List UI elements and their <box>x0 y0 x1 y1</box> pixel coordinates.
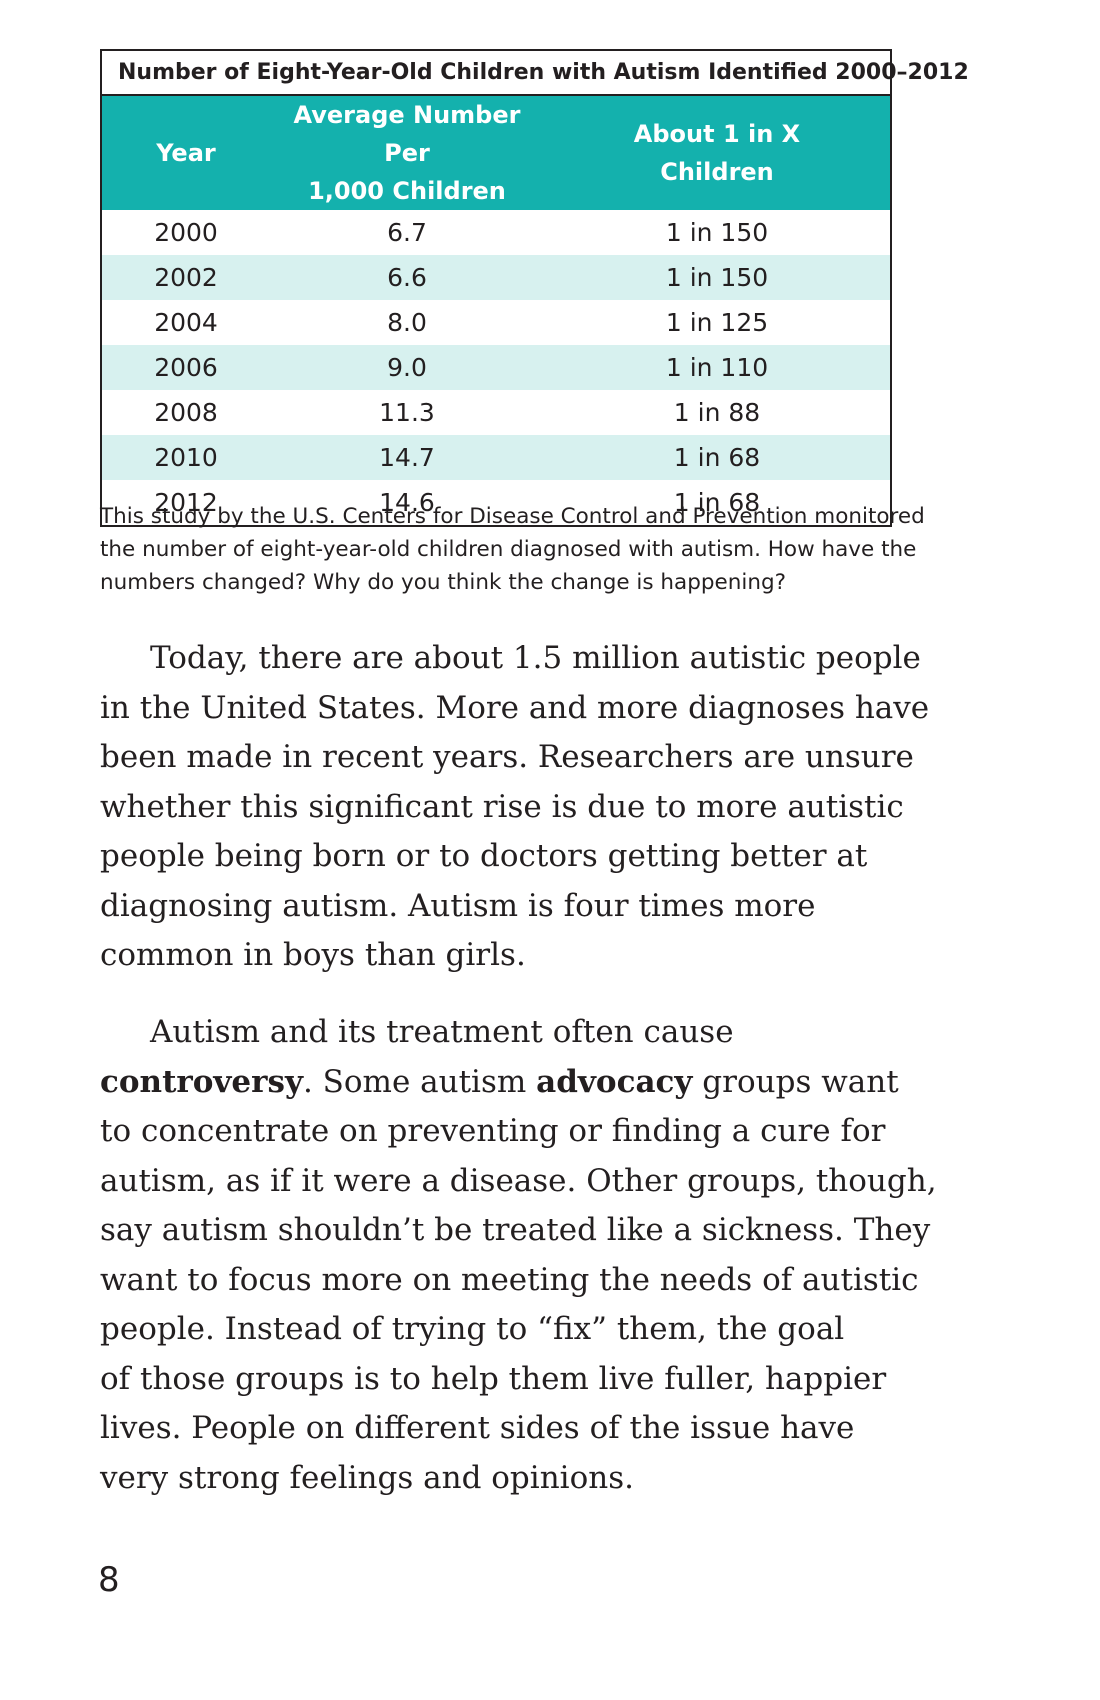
page-number: 8 <box>98 1560 120 1600</box>
cell-average: 14.6 <box>270 480 544 525</box>
data-table: Year Average Number Per 1,000 Children A… <box>102 96 890 525</box>
table-row: 2012 14.6 1 in 68 <box>102 480 890 525</box>
paragraph-line: controversy. Some autism advocacy groups… <box>100 1063 899 1100</box>
cell-ratio: 1 in 68 <box>544 435 890 480</box>
cell-year: 2002 <box>102 255 270 300</box>
paragraph-line: to concentrate on preventing or finding … <box>100 1113 886 1149</box>
table-header-row: Year Average Number Per 1,000 Children A… <box>102 96 890 210</box>
table-title: Number of Eight-Year-Old Children with A… <box>102 51 969 96</box>
cell-year: 2006 <box>102 345 270 390</box>
cell-year: 2010 <box>102 435 270 480</box>
header-year: Year <box>102 96 270 210</box>
cell-year: 2008 <box>102 390 270 435</box>
cell-year: 2000 <box>102 210 270 255</box>
paragraph-controversy: Autism and its treatment often cause con… <box>100 1008 940 1503</box>
paragraph-line: autism, as if it were a disease. Other g… <box>100 1162 937 1199</box>
cell-average: 9.0 <box>270 345 544 390</box>
cell-average: 8.0 <box>270 300 544 345</box>
table-row: 2000 6.7 1 in 150 <box>102 210 890 255</box>
table-row: 2010 14.7 1 in 68 <box>102 435 890 480</box>
paragraph-line: people being born or to doctors getting … <box>100 838 868 874</box>
autism-data-table: Number of Eight-Year-Old Children with A… <box>100 49 969 527</box>
header-average: Average Number Per 1,000 Children <box>270 96 544 210</box>
cell-average: 11.3 <box>270 390 544 435</box>
paragraph-line: common in boys than girls. <box>100 937 526 973</box>
cell-average: 6.6 <box>270 255 544 300</box>
table-row: 2002 6.6 1 in 150 <box>102 255 890 300</box>
caption-line: numbers changed? Why do you think the ch… <box>100 570 787 595</box>
paragraph-line: very strong feelings and opinions. <box>100 1459 634 1496</box>
paragraph-line: of those groups is to help them live ful… <box>100 1360 887 1397</box>
cell-ratio: 1 in 88 <box>544 390 890 435</box>
cell-ratio: 1 in 68 <box>544 480 890 525</box>
term-controversy: controversy <box>100 1063 303 1100</box>
paragraph-line: people. Instead of trying to “fix” them,… <box>100 1311 845 1347</box>
paragraph-line: been made in recent years. Researchers a… <box>100 739 914 775</box>
cell-average: 14.7 <box>270 435 544 480</box>
caption-line: This study by the U.S. Centers for Disea… <box>100 504 925 529</box>
table-caption: This study by the U.S. Centers for Disea… <box>100 500 925 599</box>
header-ratio: About 1 in X Children <box>544 96 890 210</box>
caption-line: the number of eight-year-old children di… <box>100 537 917 562</box>
paragraph-line: want to focus more on meeting the needs … <box>100 1261 919 1298</box>
table-row: 2006 9.0 1 in 110 <box>102 345 890 390</box>
table-row: 2004 8.0 1 in 125 <box>102 300 890 345</box>
term-advocacy: advocacy <box>536 1063 693 1100</box>
paragraph-line: in the United States. More and more diag… <box>100 689 930 726</box>
paragraph-line: say autism shouldn’t be treated like a s… <box>100 1212 931 1248</box>
paragraph-line: lives. People on different sides of the … <box>100 1410 855 1446</box>
cell-ratio: 1 in 125 <box>544 300 890 345</box>
cell-ratio: 1 in 150 <box>544 210 890 255</box>
cell-ratio: 1 in 150 <box>544 255 890 300</box>
cell-year: 2012 <box>102 480 270 525</box>
cell-year: 2004 <box>102 300 270 345</box>
cell-average: 6.7 <box>270 210 544 255</box>
cell-ratio: 1 in 110 <box>544 345 890 390</box>
paragraph-line: Today, there are about 1.5 million autis… <box>150 640 921 676</box>
paragraph-line: Autism and its treatment often cause <box>150 1014 734 1050</box>
paragraph-prevalence: Today, there are about 1.5 million autis… <box>100 634 940 981</box>
table-row: 2008 11.3 1 in 88 <box>102 390 890 435</box>
paragraph-line: whether this significant rise is due to … <box>100 788 904 825</box>
paragraph-line: diagnosing autism. Autism is four times … <box>100 887 816 924</box>
